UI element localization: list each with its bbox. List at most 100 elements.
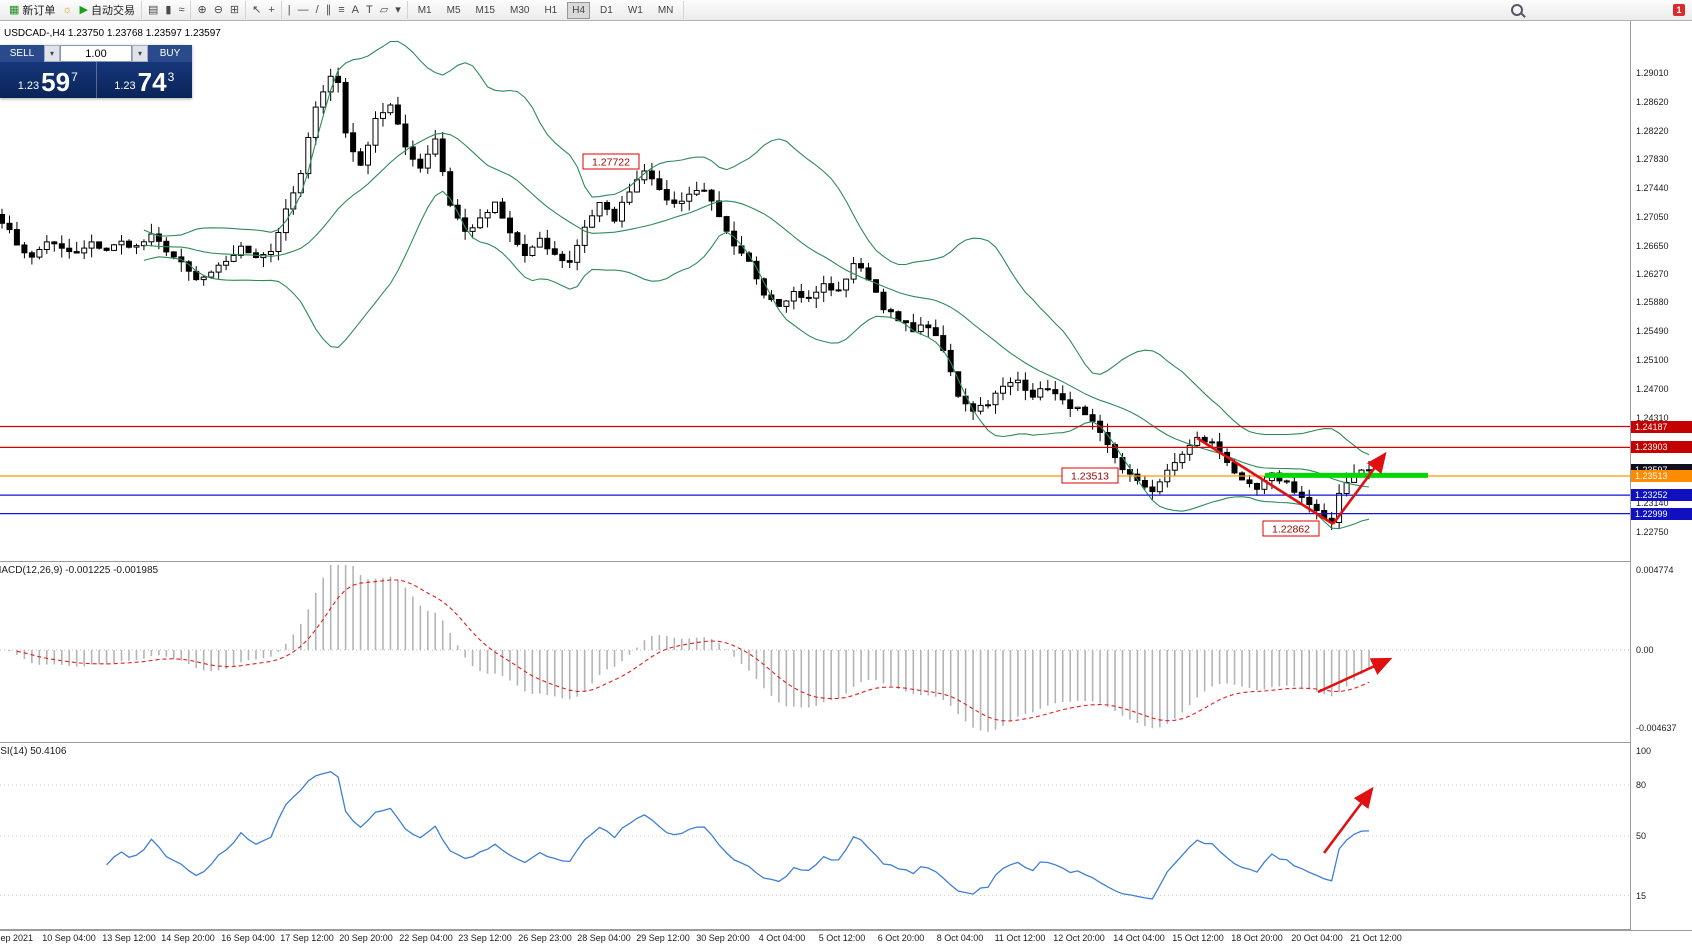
buy-price-prefix: 1.23 xyxy=(114,80,136,92)
cursor-button[interactable]: ↖ xyxy=(250,2,263,18)
timeframe-h1[interactable]: H1 xyxy=(544,4,558,16)
time-axis-label: 4 Oct 04:00 xyxy=(758,933,806,943)
notification-badge[interactable]: 1 xyxy=(1673,4,1685,16)
price-tag: 1.23513 xyxy=(1631,470,1692,482)
main-chart[interactable]: 1.27722 1.23513 1.22862 xyxy=(0,21,1630,561)
vertical-line-icon: | xyxy=(287,4,291,16)
fibonacci-button[interactable]: ≡ xyxy=(336,2,346,18)
price-axis-label: 1.27050 xyxy=(1636,212,1669,222)
price-axis[interactable]: 1.29010 1.28620 1.28220 1.27830 1.27440 1.270… xyxy=(1630,21,1692,930)
price-axis-label: 1.29010 xyxy=(1636,68,1669,78)
zoom-out-button[interactable]: ⊖ xyxy=(212,2,225,18)
crosshair-icon: + xyxy=(268,4,275,16)
new-order-button[interactable]: ▦ 新订单 xyxy=(7,2,57,18)
macd-arrow xyxy=(1317,657,1393,694)
label-icon: T xyxy=(365,4,373,16)
panel-separator[interactable] xyxy=(0,742,1692,743)
timeframe-group: M1 M5 M15 M30 H1 H4 D1 W1 MN xyxy=(408,1,685,19)
timeframe-mn[interactable]: MN xyxy=(657,4,674,16)
toolbar-icon-groups: ▦ 新订单 ☼ ▶ 自动交易 ▤ ▮ ≈ ⊕ ⊖ ⊞ ↖ + | — / ∥ ≡ A T ▱ ▾ xyxy=(3,1,408,19)
time-axis-label: 13 Sep 12:00 xyxy=(102,933,156,943)
toolbar-group: | — / ∥ ≡ A T ▱ ▾ xyxy=(282,1,408,19)
fibonacci-icon: ≡ xyxy=(338,4,345,16)
channel-button[interactable]: ∥ xyxy=(324,2,334,18)
price-axis-label: 1.25880 xyxy=(1636,297,1669,307)
timeframe-m1[interactable]: M1 xyxy=(417,4,432,16)
crosshair-button[interactable]: + xyxy=(266,2,276,18)
price-axis-label: 1.25100 xyxy=(1636,355,1669,365)
chevron-down-icon: ▾ xyxy=(395,4,401,16)
time-axis-label: 11 Oct 12:00 xyxy=(994,933,1046,943)
buy-dropdown-icon[interactable]: ▾ xyxy=(132,45,148,62)
price-label-boxes: 1.27722 1.23513 1.22862 xyxy=(582,153,1320,537)
timeframe-d1[interactable]: D1 xyxy=(600,4,613,16)
shapes-icon: ▱ xyxy=(379,4,389,16)
order-panel-price-row: 1.23 59 7 1.23 74 3 xyxy=(0,62,192,98)
price-axis-label: 1.27440 xyxy=(1636,183,1669,193)
chart-window-button[interactable]: ☼ xyxy=(60,2,74,18)
rsi-line xyxy=(106,770,1370,900)
chart-region: 1.27722 1.23513 1.22862 USDCAD-,H4 1.23750… xyxy=(0,21,1692,945)
auto-trading-button-label: 自动交易 xyxy=(90,5,135,17)
macd-panel[interactable] xyxy=(0,562,1630,742)
price-axis-label: 1.26270 xyxy=(1636,269,1669,279)
time-axis-label: 23 Sep 12:00 xyxy=(458,933,512,943)
zoom-in-button[interactable]: ⊕ xyxy=(195,2,208,18)
price-tag: 1.23252 xyxy=(1631,489,1692,501)
timeframe-m5[interactable]: M5 xyxy=(446,4,461,16)
bar-chart-button[interactable]: ▤ xyxy=(146,2,160,18)
trend-arrows xyxy=(1196,436,1387,526)
price-axis-label: 1.23140 xyxy=(1636,498,1669,508)
order-panel-top-row: SELL ▾ ▾ BUY xyxy=(0,45,192,62)
trendline-button[interactable]: / xyxy=(314,2,321,18)
time-axis-label: 8 Oct 04:00 xyxy=(936,933,984,943)
macd-axis-label: 0.00 xyxy=(1636,645,1654,655)
macd-axis-label: 0.004774 xyxy=(1636,565,1674,575)
macd-axis-label: -0.004637 xyxy=(1636,723,1677,733)
horizontal-line-icon: — xyxy=(297,4,309,16)
text-button[interactable]: A xyxy=(350,2,361,18)
timeframe-m15[interactable]: M15 xyxy=(475,4,495,16)
zoom-out-icon: ⊖ xyxy=(213,4,223,16)
sell-price-sup: 7 xyxy=(71,70,78,84)
sell-dropdown-icon[interactable]: ▾ xyxy=(44,45,60,62)
sell-button[interactable]: SELL xyxy=(0,45,44,62)
line-chart-button[interactable]: ≈ xyxy=(176,2,186,18)
time-axis-label: 14 Oct 04:00 xyxy=(1113,933,1165,943)
arrows-dropdown-button[interactable]: ▾ xyxy=(393,2,403,18)
toolbar: ▦ 新订单 ☼ ▶ 自动交易 ▤ ▮ ≈ ⊕ ⊖ ⊞ ↖ + | — / ∥ ≡ A T ▱ ▾ M1 M5 M15 M30 H1… xyxy=(0,0,1692,21)
sell-price-big: 59 xyxy=(41,67,71,97)
shapes-button[interactable]: ▱ xyxy=(378,2,390,18)
timeframe-w1[interactable]: W1 xyxy=(627,4,643,16)
search-icon[interactable] xyxy=(1511,4,1523,16)
rsi-panel[interactable] xyxy=(0,743,1630,929)
time-axis-label: 15 Oct 12:00 xyxy=(1172,933,1224,943)
horizontal-line-button[interactable]: — xyxy=(296,2,311,18)
one-click-trading-panel: SELL ▾ ▾ BUY 1.23 59 7 1.23 74 3 xyxy=(0,45,192,98)
candlestick-chart-button[interactable]: ▮ xyxy=(163,2,173,18)
buy-button[interactable]: BUY xyxy=(148,45,192,62)
rsi-axis-label: 80 xyxy=(1636,780,1647,790)
sell-price[interactable]: 1.23 59 7 xyxy=(0,62,96,98)
svg-text:1.22862: 1.22862 xyxy=(1272,524,1310,536)
macd-label: MACD(12,26,9) -0.001225 -0.001985 xyxy=(0,565,159,576)
buy-price[interactable]: 1.23 74 3 xyxy=(97,62,193,98)
time-axis-label: 20 Sep 20:00 xyxy=(339,933,393,943)
vertical-line-button[interactable]: | xyxy=(286,2,293,18)
timeframe-h4[interactable]: H4 xyxy=(567,1,591,19)
timeframe-m30[interactable]: M30 xyxy=(509,4,530,16)
label-button[interactable]: T xyxy=(364,2,375,18)
auto-trading-button[interactable]: ▶ 自动交易 xyxy=(78,2,137,18)
tile-windows-button[interactable]: ⊞ xyxy=(228,2,241,18)
rsi-axis-label: 50 xyxy=(1636,831,1647,841)
volume-input[interactable] xyxy=(60,45,132,62)
price-axis-label: 1.24310 xyxy=(1636,413,1669,423)
time-axis-label: 16 Sep 04:00 xyxy=(221,933,275,943)
time-axis-label: 28 Sep 04:00 xyxy=(577,933,631,943)
time-axis[interactable]: 8 Sep 2021 10 Sep 04:00 13 Sep 12:00 14 Sep… xyxy=(0,930,1692,945)
time-axis-label: 21 Oct 12:00 xyxy=(1350,933,1402,943)
rsi-arrow xyxy=(1322,786,1374,854)
panel-separator[interactable] xyxy=(0,561,1692,562)
macd-signal-line xyxy=(16,579,1370,722)
trendline-icon: / xyxy=(315,4,319,16)
